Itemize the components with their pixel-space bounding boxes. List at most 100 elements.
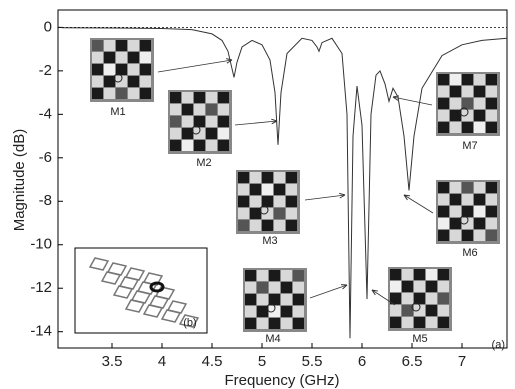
inset-cell <box>474 218 485 229</box>
inset-cell <box>414 269 425 280</box>
inset-cell <box>426 317 437 328</box>
inset-cell <box>250 172 261 183</box>
inset-cell <box>206 116 217 127</box>
inset-cell <box>194 140 205 151</box>
inset-cell <box>486 98 497 109</box>
inset-cell <box>274 172 285 183</box>
inset-cell <box>170 104 181 115</box>
inset-cell <box>474 230 485 241</box>
inset-cell <box>218 140 229 151</box>
inset-cell <box>293 282 304 293</box>
inset-cell <box>92 88 103 99</box>
inset-cell <box>238 196 249 207</box>
arrow <box>235 121 277 125</box>
inset-cell <box>170 116 181 127</box>
x-tick-label: 5.5 <box>302 353 323 370</box>
inset-cell <box>269 318 280 329</box>
inset-cell <box>281 282 292 293</box>
annotation: M4 <box>265 333 280 345</box>
inset-cell <box>182 140 193 151</box>
annotation: M3 <box>262 235 277 247</box>
inset-cell <box>462 194 473 205</box>
inset-cell <box>486 194 497 205</box>
inset-cell <box>286 184 297 195</box>
arrow <box>158 60 232 72</box>
inset-cell <box>462 206 473 217</box>
inset-cell <box>474 206 485 217</box>
inset-cell <box>182 128 193 139</box>
x-tick-label: 7 <box>458 353 466 370</box>
x-tick-label: 6 <box>358 353 366 370</box>
inset-cell <box>269 282 280 293</box>
inset-cell <box>462 182 473 193</box>
x-tick-label: 3.5 <box>102 353 123 370</box>
arrow <box>404 195 433 213</box>
inset-cell <box>402 293 413 304</box>
inset-cell <box>116 64 127 75</box>
inset-cell-grid <box>388 267 452 331</box>
inset-cell <box>128 52 139 63</box>
inset-cell <box>104 52 115 63</box>
arrow <box>305 195 345 200</box>
inset-cell <box>450 74 461 85</box>
inset-cell <box>92 40 103 51</box>
inset-cell <box>414 293 425 304</box>
inset-cell <box>104 40 115 51</box>
inset-cell <box>128 64 139 75</box>
inset-cell <box>170 92 181 103</box>
annotation: M7 <box>462 140 477 152</box>
inset-cell <box>438 122 449 133</box>
arrow <box>310 285 347 298</box>
y-tick-label: 0 <box>44 18 52 35</box>
inset-cell <box>281 294 292 305</box>
inset-cell <box>274 208 285 219</box>
arrow-head <box>404 195 410 200</box>
inset-cell <box>402 317 413 328</box>
inset-cell <box>182 104 193 115</box>
inset-cell <box>104 88 115 99</box>
x-tick-label: 5 <box>258 353 266 370</box>
inset-cell <box>194 104 205 115</box>
inset-cell <box>274 220 285 231</box>
inset-cell <box>269 270 280 281</box>
y-axis-label: Magnitude (dB) <box>11 129 28 232</box>
inset-cell <box>104 64 115 75</box>
inset-cell <box>450 194 461 205</box>
inset-cell <box>257 306 268 317</box>
inset-cell <box>438 305 449 316</box>
y-tick-label: -14 <box>30 323 52 340</box>
x-tick-label: 6.5 <box>402 353 423 370</box>
inset-cell <box>438 182 449 193</box>
inset-cell <box>438 293 449 304</box>
inset-cell <box>462 74 473 85</box>
inset-cell <box>462 86 473 97</box>
inset-cell <box>262 196 273 207</box>
inset-cell <box>238 184 249 195</box>
inset-cell <box>474 122 485 133</box>
inset-cell <box>170 140 181 151</box>
inset-cell <box>486 218 497 229</box>
inset-cell <box>257 282 268 293</box>
inset-cell <box>281 318 292 329</box>
inset-cell <box>474 98 485 109</box>
inset-cell-grid <box>168 90 232 154</box>
inset-cell <box>128 88 139 99</box>
inset-cell <box>293 318 304 329</box>
inset-cell <box>92 76 103 87</box>
inset-cell <box>262 220 273 231</box>
y-tick-label: -4 <box>39 105 52 122</box>
inset-cell <box>218 128 229 139</box>
inset-cell <box>250 208 261 219</box>
inset-cell <box>116 52 127 63</box>
annotation: M6 <box>462 247 477 259</box>
inset-cell <box>274 196 285 207</box>
inset-cell <box>390 317 401 328</box>
inset-cell <box>238 220 249 231</box>
inset-cell <box>474 74 485 85</box>
inset-cell <box>450 230 461 241</box>
inset-cell <box>450 218 461 229</box>
inset-cell <box>182 92 193 103</box>
inset-cell <box>257 294 268 305</box>
inset-cell <box>194 92 205 103</box>
inset-cell <box>286 196 297 207</box>
